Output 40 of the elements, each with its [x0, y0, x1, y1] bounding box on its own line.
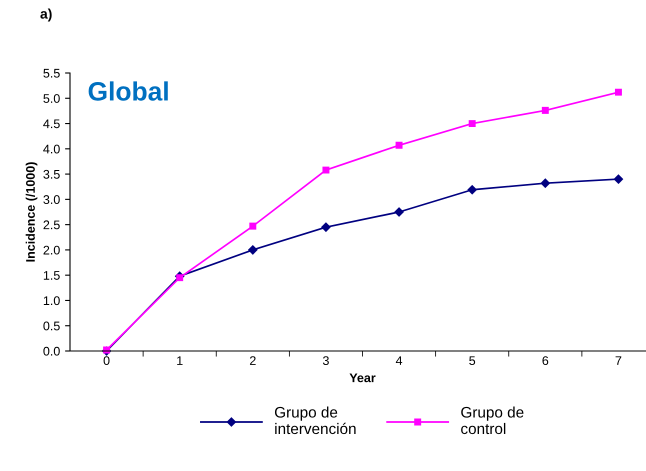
y-tick-label: 0.5 — [43, 322, 60, 330]
point — [614, 88, 622, 96]
point — [103, 346, 110, 354]
x-tick-label: 2 — [250, 356, 256, 365]
y-tick-label: 4.0 — [43, 144, 60, 154]
point — [614, 174, 624, 184]
y-tick-label: 1.0 — [44, 296, 60, 306]
point — [542, 106, 549, 114]
point — [322, 166, 330, 174]
y-tick-label: 1.5 — [44, 271, 60, 280]
y-tick-label: 4.5 — [43, 119, 60, 128]
y-tick-label: 5.5 — [43, 68, 60, 78]
y-tick-label: 3.0 — [43, 195, 60, 204]
point — [176, 274, 184, 282]
x-tick-label: 5 — [469, 356, 476, 366]
point — [248, 245, 258, 255]
point — [394, 207, 404, 217]
legend-label: Grupo de control — [461, 406, 524, 434]
point — [540, 178, 550, 188]
y-tick-label: 5.0 — [43, 94, 60, 103]
x-tick-label: 7 — [616, 356, 622, 365]
point — [396, 142, 403, 149]
point — [321, 222, 331, 232]
x-tick-label: 3 — [322, 356, 329, 366]
text: a) — [40, 8, 52, 22]
y-axis-title: Incidence (/1000) — [26, 162, 38, 262]
chart-title: Global — [88, 81, 168, 101]
y-tick-label: 3.5 — [43, 170, 60, 179]
x-tick-label: 6 — [542, 356, 548, 366]
x-tick-label: 1 — [177, 356, 183, 365]
x-tick-label: 4 — [396, 356, 402, 365]
point — [468, 185, 477, 194]
legend-label: Grupo de intervención — [274, 406, 356, 434]
y-tick-label: 0.0 — [43, 346, 60, 356]
point — [249, 222, 256, 230]
x-tick-label: 0 — [104, 356, 110, 366]
x-axis-title: Year — [350, 374, 376, 382]
y-tick-label: 2.0 — [44, 246, 60, 255]
y-tick-label: 2.5 — [44, 220, 60, 230]
point — [468, 120, 476, 128]
